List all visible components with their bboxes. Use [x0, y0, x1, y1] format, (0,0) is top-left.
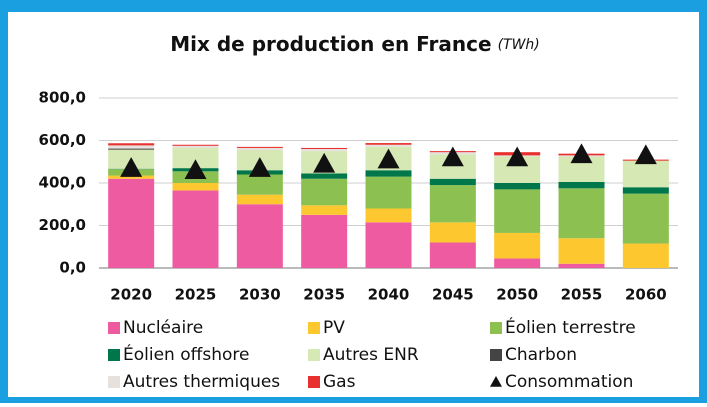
legend-label: Gas: [323, 372, 356, 392]
x-tick-label: 2055: [561, 286, 603, 304]
bar-segment: [173, 146, 219, 148]
legend-label: PV: [323, 318, 345, 338]
title: Mix de production en France: [170, 32, 491, 56]
bar-segment: [301, 149, 347, 151]
legend-swatch: [108, 349, 120, 361]
bar-segment: [301, 215, 347, 268]
legend-label: Consommation: [505, 372, 633, 392]
subtitle: (TWh): [498, 37, 540, 53]
bar-segment: [366, 143, 412, 145]
bar-segment: [430, 222, 476, 242]
bar-segment: [108, 145, 154, 148]
bar-segment: [366, 170, 412, 176]
chart-title: Mix de production en France (TWh): [170, 32, 540, 56]
x-tick-label: 2025: [175, 286, 217, 304]
bar-segment: [494, 258, 540, 268]
bar-segment: [623, 244, 669, 268]
x-tick-label: 2020: [110, 286, 152, 304]
y-tick-label: 400,0: [39, 174, 86, 192]
legend-label: Charbon: [505, 345, 577, 365]
bar-segment: [623, 187, 669, 193]
bar-segment: [108, 149, 154, 150]
bar-segment: [430, 243, 476, 269]
bar-segment: [237, 148, 283, 150]
x-tick-label: 2060: [625, 286, 667, 304]
bar-segment: [366, 145, 412, 147]
bar-segment: [108, 179, 154, 268]
bar-segment: [108, 143, 154, 145]
legend-swatch: [490, 322, 502, 334]
bar-segment: [430, 179, 476, 185]
bar-segment: [559, 238, 605, 264]
bar-segment: [366, 222, 412, 268]
legend-label: Autres thermiques: [123, 372, 280, 392]
bar-segment: [494, 189, 540, 233]
bar-segment: [301, 148, 347, 149]
legend-swatch: [490, 349, 502, 361]
bar-segment: [494, 183, 540, 189]
bar-segment: [237, 195, 283, 205]
legend-label: Nucléaire: [123, 318, 203, 338]
y-tick-label: 200,0: [39, 216, 86, 234]
bar-segment: [301, 179, 347, 206]
y-tick-label: 0,0: [59, 259, 86, 277]
x-tick-label: 2040: [368, 286, 410, 304]
legend-swatch: [308, 349, 320, 361]
legend-label: Éolien terrestre: [505, 316, 636, 338]
bar-segment: [237, 147, 283, 148]
y-tick-label: 600,0: [39, 131, 86, 149]
bar-segment: [301, 205, 347, 215]
legend-swatch: [108, 376, 120, 388]
bar-segment: [366, 177, 412, 209]
x-tick-label: 2050: [496, 286, 538, 304]
bar-segment: [559, 188, 605, 238]
bar-segment: [173, 190, 219, 268]
bar-segment: [559, 264, 605, 268]
x-tick-label: 2030: [239, 286, 281, 304]
legend-label: Éolien offshore: [123, 343, 249, 365]
x-tick-label: 2035: [303, 286, 345, 304]
bar-segment: [494, 233, 540, 259]
bar-segment: [301, 173, 347, 178]
legend-label: Autres ENR: [323, 345, 419, 365]
bar-segment: [623, 161, 669, 188]
bar-segment: [173, 183, 219, 190]
legend-swatch: [308, 322, 320, 334]
y-tick-label: 800,0: [39, 89, 86, 107]
bar-segment: [559, 182, 605, 188]
legend-swatch: [108, 322, 120, 334]
legend-swatch: [308, 376, 320, 388]
bar-segment: [173, 145, 219, 146]
bar-segment: [623, 194, 669, 244]
bar-segment: [430, 185, 476, 222]
x-tick-label: 2045: [432, 286, 474, 304]
bar-segment: [366, 209, 412, 223]
bar-segment: [237, 175, 283, 195]
bar-segment: [237, 204, 283, 268]
